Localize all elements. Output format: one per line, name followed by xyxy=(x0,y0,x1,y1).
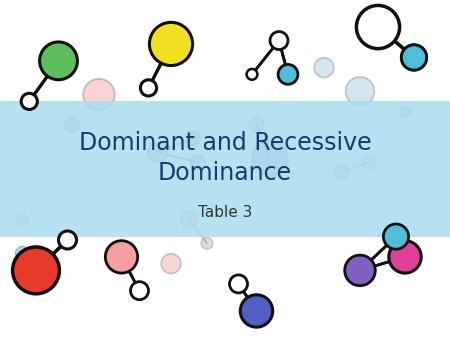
Ellipse shape xyxy=(278,65,298,84)
Ellipse shape xyxy=(191,155,205,169)
Ellipse shape xyxy=(401,45,427,70)
Ellipse shape xyxy=(140,80,157,96)
Ellipse shape xyxy=(389,241,421,273)
Ellipse shape xyxy=(346,77,374,106)
Ellipse shape xyxy=(130,282,148,300)
Ellipse shape xyxy=(201,238,213,249)
Text: Table 3: Table 3 xyxy=(198,205,252,220)
Ellipse shape xyxy=(181,212,197,228)
Ellipse shape xyxy=(230,275,248,293)
Ellipse shape xyxy=(186,131,201,146)
Ellipse shape xyxy=(13,247,59,294)
Text: Dominant and Recessive
Dominance: Dominant and Recessive Dominance xyxy=(79,131,371,185)
Bar xyxy=(0,101,450,237)
Ellipse shape xyxy=(270,31,288,50)
Ellipse shape xyxy=(240,295,273,327)
Ellipse shape xyxy=(21,93,37,110)
Ellipse shape xyxy=(401,45,427,70)
Ellipse shape xyxy=(335,165,349,179)
Ellipse shape xyxy=(40,42,77,80)
Ellipse shape xyxy=(281,67,295,81)
Ellipse shape xyxy=(252,141,288,177)
Ellipse shape xyxy=(362,155,376,169)
Ellipse shape xyxy=(249,118,264,132)
Ellipse shape xyxy=(58,231,76,249)
Ellipse shape xyxy=(65,118,79,132)
Ellipse shape xyxy=(314,58,334,77)
Ellipse shape xyxy=(83,79,115,111)
Ellipse shape xyxy=(149,22,193,66)
Ellipse shape xyxy=(247,69,257,80)
Ellipse shape xyxy=(15,246,30,261)
Ellipse shape xyxy=(356,5,400,49)
Ellipse shape xyxy=(345,255,375,286)
Ellipse shape xyxy=(17,214,28,225)
Ellipse shape xyxy=(105,241,138,273)
Ellipse shape xyxy=(148,142,167,162)
Ellipse shape xyxy=(383,224,409,249)
Ellipse shape xyxy=(161,254,181,273)
Ellipse shape xyxy=(400,106,410,117)
